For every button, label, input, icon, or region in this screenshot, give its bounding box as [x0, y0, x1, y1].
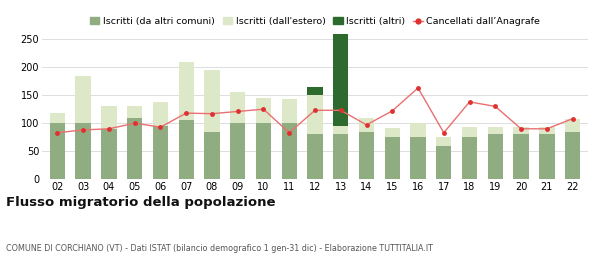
- Bar: [76, 123, 91, 179]
- Bar: [230, 123, 245, 179]
- Bar: [539, 127, 554, 134]
- Bar: [153, 126, 168, 179]
- Bar: [565, 119, 580, 132]
- Bar: [385, 137, 400, 179]
- Bar: [410, 123, 426, 137]
- Bar: [333, 34, 349, 126]
- Text: COMUNE DI CORCHIANO (VT) - Dati ISTAT (bilancio demografico 1 gen-31 dic) - Elab: COMUNE DI CORCHIANO (VT) - Dati ISTAT (b…: [6, 244, 433, 253]
- Bar: [127, 118, 142, 179]
- Bar: [281, 99, 297, 123]
- Bar: [127, 106, 142, 118]
- Bar: [256, 123, 271, 179]
- Bar: [488, 127, 503, 134]
- Bar: [436, 146, 451, 179]
- Bar: [385, 128, 400, 137]
- Bar: [359, 132, 374, 179]
- Bar: [514, 127, 529, 134]
- Bar: [281, 123, 297, 179]
- Bar: [565, 132, 580, 179]
- Bar: [436, 137, 451, 146]
- Bar: [514, 134, 529, 179]
- Bar: [359, 118, 374, 132]
- Bar: [333, 134, 349, 179]
- Bar: [462, 127, 477, 137]
- Bar: [462, 137, 477, 179]
- Bar: [204, 70, 220, 132]
- Bar: [333, 126, 349, 134]
- Bar: [101, 106, 116, 129]
- Bar: [179, 120, 194, 179]
- Bar: [539, 134, 554, 179]
- Bar: [307, 95, 323, 134]
- Legend: Iscritti (da altri comuni), Iscritti (dall'estero), Iscritti (altri), Cancellati: Iscritti (da altri comuni), Iscritti (da…: [90, 17, 540, 26]
- Bar: [50, 123, 65, 179]
- Bar: [307, 87, 323, 95]
- Bar: [488, 134, 503, 179]
- Bar: [76, 76, 91, 123]
- Bar: [256, 98, 271, 123]
- Bar: [153, 102, 168, 126]
- Bar: [307, 134, 323, 179]
- Bar: [410, 137, 426, 179]
- Bar: [179, 62, 194, 120]
- Bar: [230, 92, 245, 123]
- Text: Flusso migratorio della popolazione: Flusso migratorio della popolazione: [6, 196, 275, 209]
- Bar: [204, 132, 220, 179]
- Bar: [101, 129, 116, 179]
- Bar: [50, 113, 65, 123]
